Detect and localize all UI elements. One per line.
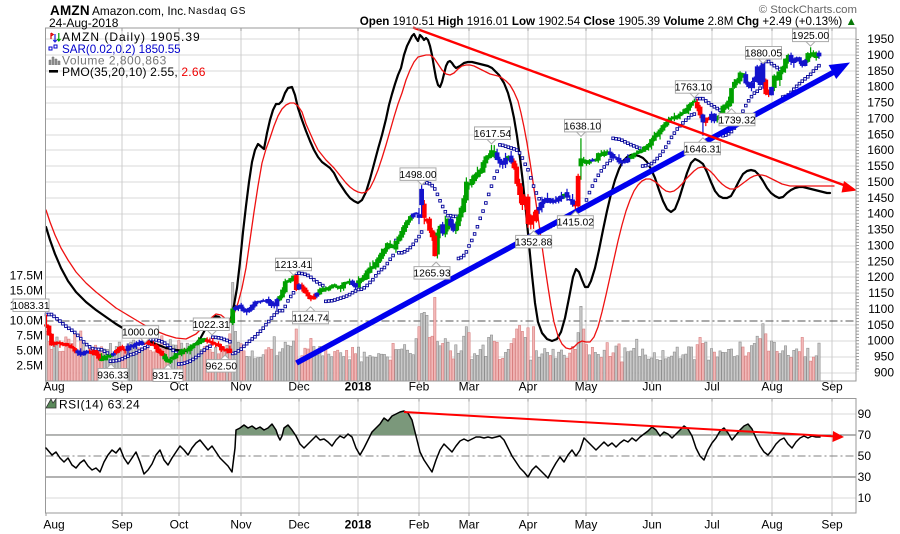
svg-text:PMO(35,20,10) 2.55, 2.66: PMO(35,20,10) 2.55, 2.66 bbox=[62, 65, 206, 79]
svg-text:1100: 1100 bbox=[868, 302, 894, 316]
svg-text:Mar: Mar bbox=[459, 380, 480, 394]
svg-text:1800: 1800 bbox=[867, 80, 894, 94]
svg-text:Oct: Oct bbox=[170, 380, 189, 394]
svg-text:1000.00: 1000.00 bbox=[122, 328, 159, 339]
svg-text:90: 90 bbox=[858, 407, 872, 421]
svg-text:50: 50 bbox=[858, 449, 872, 463]
svg-text:936.33: 936.33 bbox=[97, 371, 129, 382]
svg-text:1600: 1600 bbox=[867, 143, 894, 157]
svg-text:900: 900 bbox=[874, 366, 894, 380]
svg-text:1415.02: 1415.02 bbox=[557, 218, 594, 229]
svg-text:2018: 2018 bbox=[345, 518, 372, 532]
svg-text:Aug: Aug bbox=[43, 380, 64, 394]
svg-text:Dec: Dec bbox=[288, 518, 309, 532]
svg-text:Open 1910.51 High 1916.01 Low: Open 1910.51 High 1916.01 Low 1902.54 Cl… bbox=[360, 15, 857, 28]
svg-text:70: 70 bbox=[858, 428, 872, 442]
svg-text:1250: 1250 bbox=[867, 254, 894, 268]
svg-text:17.5M: 17.5M bbox=[10, 269, 43, 283]
svg-text:Jul: Jul bbox=[704, 518, 719, 532]
svg-text:1950: 1950 bbox=[867, 32, 894, 46]
svg-text:1646.31: 1646.31 bbox=[684, 144, 721, 155]
svg-text:Nasdaq GS: Nasdaq GS bbox=[188, 6, 246, 17]
svg-text:Aug: Aug bbox=[761, 518, 782, 532]
svg-text:7.5M: 7.5M bbox=[16, 328, 43, 342]
svg-text:© StockCharts.com: © StockCharts.com bbox=[759, 4, 857, 16]
svg-text:Nov: Nov bbox=[230, 518, 251, 532]
svg-text:1150: 1150 bbox=[868, 286, 894, 300]
svg-text:Jun: Jun bbox=[642, 518, 661, 532]
svg-text:Volume 2,800,863: Volume 2,800,863 bbox=[62, 54, 167, 68]
svg-text:1498.00: 1498.00 bbox=[399, 170, 436, 181]
svg-text:Sep: Sep bbox=[821, 380, 843, 394]
svg-text:AMZN: AMZN bbox=[50, 3, 90, 18]
svg-text:1900: 1900 bbox=[867, 48, 894, 62]
svg-text:1300: 1300 bbox=[867, 239, 894, 253]
svg-text:10.0M: 10.0M bbox=[10, 314, 43, 328]
svg-text:Feb: Feb bbox=[409, 380, 430, 394]
svg-text:1124.74: 1124.74 bbox=[292, 313, 329, 324]
svg-text:1265.93: 1265.93 bbox=[413, 269, 450, 280]
svg-text:962.50: 962.50 bbox=[206, 362, 238, 373]
svg-text:Feb: Feb bbox=[409, 518, 430, 532]
svg-text:Jul: Jul bbox=[704, 380, 719, 394]
svg-text:1022.31: 1022.31 bbox=[193, 320, 230, 331]
svg-text:Dec: Dec bbox=[288, 380, 309, 394]
svg-text:1638.10: 1638.10 bbox=[564, 121, 601, 132]
svg-text:24-Aug-2018: 24-Aug-2018 bbox=[49, 16, 119, 30]
svg-text:1550: 1550 bbox=[867, 159, 894, 173]
svg-text:Oct: Oct bbox=[170, 518, 189, 532]
svg-text:Nov: Nov bbox=[230, 380, 251, 394]
svg-text:1925.00: 1925.00 bbox=[792, 31, 829, 42]
svg-text:RSI(14) 63.24: RSI(14) 63.24 bbox=[59, 398, 140, 412]
svg-text:950: 950 bbox=[874, 350, 894, 364]
svg-text:1350: 1350 bbox=[867, 223, 894, 237]
svg-text:1400: 1400 bbox=[867, 207, 894, 221]
svg-text:May: May bbox=[575, 518, 598, 532]
svg-text:10: 10 bbox=[858, 491, 872, 505]
svg-text:1763.10: 1763.10 bbox=[675, 83, 712, 94]
svg-text:15.0M: 15.0M bbox=[10, 284, 43, 298]
svg-text:1850: 1850 bbox=[867, 64, 894, 78]
svg-text:Amazon.com, Inc.: Amazon.com, Inc. bbox=[92, 4, 186, 18]
svg-text:30: 30 bbox=[858, 470, 872, 484]
svg-text:Mar: Mar bbox=[459, 518, 480, 532]
svg-text:1000: 1000 bbox=[867, 334, 894, 348]
svg-text:AMZN (Daily) 1905.39: AMZN (Daily) 1905.39 bbox=[62, 30, 201, 44]
svg-text:Sep: Sep bbox=[111, 380, 133, 394]
svg-text:5.0M: 5.0M bbox=[16, 343, 43, 357]
svg-text:1213.41: 1213.41 bbox=[275, 260, 312, 271]
svg-text:931.75: 931.75 bbox=[152, 371, 184, 382]
svg-text:Sep: Sep bbox=[111, 518, 133, 532]
svg-text:Apr: Apr bbox=[519, 380, 538, 394]
svg-text:Sep: Sep bbox=[821, 518, 843, 532]
svg-text:1739.32: 1739.32 bbox=[718, 115, 755, 126]
svg-text:Jun: Jun bbox=[642, 380, 661, 394]
svg-text:Aug: Aug bbox=[761, 380, 782, 394]
svg-text:1450: 1450 bbox=[867, 191, 894, 205]
svg-text:2018: 2018 bbox=[345, 380, 372, 394]
svg-text:2.5M: 2.5M bbox=[16, 358, 43, 372]
svg-text:1500: 1500 bbox=[867, 175, 894, 189]
svg-text:1352.88: 1352.88 bbox=[515, 237, 552, 248]
svg-text:1880.05: 1880.05 bbox=[745, 49, 782, 60]
svg-text:Aug: Aug bbox=[43, 518, 64, 532]
svg-text:1750: 1750 bbox=[867, 96, 894, 110]
svg-text:1650: 1650 bbox=[867, 127, 894, 141]
svg-text:1083.31: 1083.31 bbox=[12, 301, 49, 312]
svg-text:1700: 1700 bbox=[867, 112, 894, 126]
svg-text:Apr: Apr bbox=[519, 518, 538, 532]
svg-text:1200: 1200 bbox=[867, 270, 894, 284]
svg-text:1050: 1050 bbox=[867, 318, 894, 332]
svg-text:May: May bbox=[575, 380, 598, 394]
svg-text:SAR(0.02,0.2) 1850.55: SAR(0.02,0.2) 1850.55 bbox=[62, 43, 181, 56]
svg-text:1617.54: 1617.54 bbox=[474, 129, 511, 140]
